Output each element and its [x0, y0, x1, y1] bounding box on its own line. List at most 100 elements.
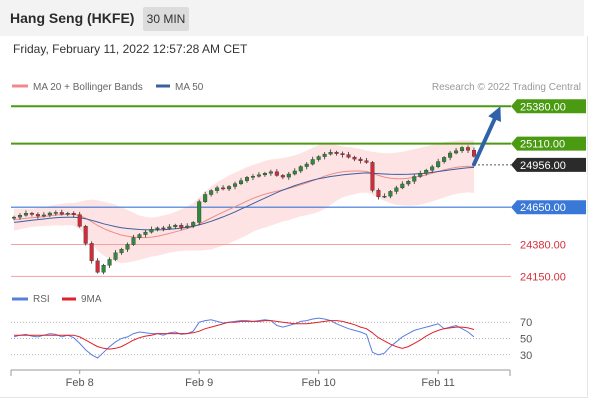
- candle: [215, 187, 220, 191]
- candle: [376, 190, 381, 197]
- candle: [340, 153, 345, 155]
- candle: [412, 176, 417, 182]
- candle: [310, 159, 315, 165]
- candle: [382, 195, 387, 198]
- candle: [11, 216, 16, 219]
- level-label: 25110.00: [520, 139, 565, 151]
- timeframe-button[interactable]: 30 MIN: [143, 7, 189, 31]
- chart-header: [0, 0, 584, 36]
- candle: [179, 224, 184, 228]
- candle: [113, 252, 118, 260]
- candle: [286, 173, 291, 178]
- candle: [448, 152, 453, 158]
- x-tick-label: Feb 8: [66, 377, 94, 389]
- rsi-line: [13, 317, 475, 359]
- rsi-level-label: 50: [520, 334, 532, 346]
- candle: [256, 174, 261, 177]
- candle: [346, 154, 351, 158]
- candle: [167, 226, 172, 229]
- candle: [460, 147, 465, 152]
- candle: [388, 191, 393, 197]
- level-label: 24150.00: [520, 271, 566, 283]
- candle: [161, 227, 166, 230]
- rsi-ma-legend-label: 9MA: [81, 294, 102, 305]
- candle: [364, 160, 369, 163]
- candle: [262, 172, 267, 176]
- candle: [394, 187, 399, 192]
- candle: [322, 153, 327, 157]
- x-tick-label: Feb 9: [185, 377, 213, 389]
- candle: [47, 212, 52, 216]
- candle: [244, 177, 249, 181]
- candle: [227, 186, 232, 190]
- candle: [316, 156, 321, 160]
- candle: [406, 181, 411, 185]
- candle: [155, 227, 160, 230]
- candle: [107, 259, 112, 266]
- candle: [143, 231, 148, 235]
- candle: [466, 147, 471, 151]
- candle: [71, 213, 76, 215]
- candle: [268, 171, 273, 174]
- candle: [274, 171, 279, 176]
- candle: [89, 243, 94, 262]
- level-label: 24650.00: [520, 202, 566, 214]
- target-arrow-head: [488, 106, 501, 123]
- x-tick-label: Feb 11: [421, 377, 454, 389]
- candle: [197, 201, 202, 223]
- candle: [280, 175, 285, 178]
- candle: [191, 222, 196, 227]
- candle: [352, 156, 357, 160]
- candle: [292, 170, 297, 175]
- candle: [328, 151, 333, 155]
- candle: [185, 225, 190, 228]
- candle: [472, 150, 477, 157]
- candle: [119, 249, 124, 254]
- candle: [233, 183, 238, 187]
- candle: [436, 161, 441, 168]
- ma20-legend-label: MA 20 + Bollinger Bands: [33, 82, 143, 93]
- rsi-legend-label: RSI: [33, 294, 50, 305]
- candle: [418, 173, 423, 177]
- candle: [65, 213, 70, 215]
- candle: [442, 157, 447, 162]
- candle: [370, 162, 375, 191]
- candle: [77, 214, 82, 227]
- candle: [221, 187, 226, 190]
- datetime-label: Friday, February 11, 2022 12:57:28 AM CE…: [13, 42, 248, 56]
- ma20-line: [13, 165, 475, 239]
- candle: [17, 215, 22, 218]
- level-label: 24380.00: [520, 240, 566, 252]
- candle: [209, 190, 214, 195]
- candle: [430, 166, 435, 171]
- candle: [334, 151, 339, 154]
- candle: [358, 158, 363, 161]
- instrument-title: Hang Seng (HKFE): [10, 10, 135, 26]
- candle: [53, 212, 58, 214]
- candle: [59, 212, 64, 215]
- rsi-level-label: 30: [520, 350, 532, 362]
- candle: [424, 169, 429, 174]
- level-tag-resistance: [511, 99, 586, 114]
- level-tag-current: [511, 157, 586, 172]
- candle: [239, 180, 244, 184]
- level-label: 24956.00: [520, 160, 566, 172]
- candle: [83, 226, 88, 244]
- candle: [35, 214, 40, 217]
- candle: [454, 150, 459, 154]
- candle: [137, 234, 142, 238]
- candle: [400, 183, 405, 189]
- ma50-legend-label: MA 50: [175, 82, 204, 93]
- candle: [173, 224, 178, 228]
- candle: [250, 176, 255, 178]
- level-tag-pivot: [511, 200, 586, 215]
- candle: [125, 244, 130, 250]
- ma50-line: [13, 166, 475, 231]
- candle: [149, 229, 154, 233]
- candle: [41, 214, 46, 217]
- candle: [101, 265, 106, 273]
- rsi-level-label: 70: [520, 317, 532, 329]
- level-label: 25380.00: [520, 101, 566, 113]
- level-tag-resistance: [511, 136, 586, 151]
